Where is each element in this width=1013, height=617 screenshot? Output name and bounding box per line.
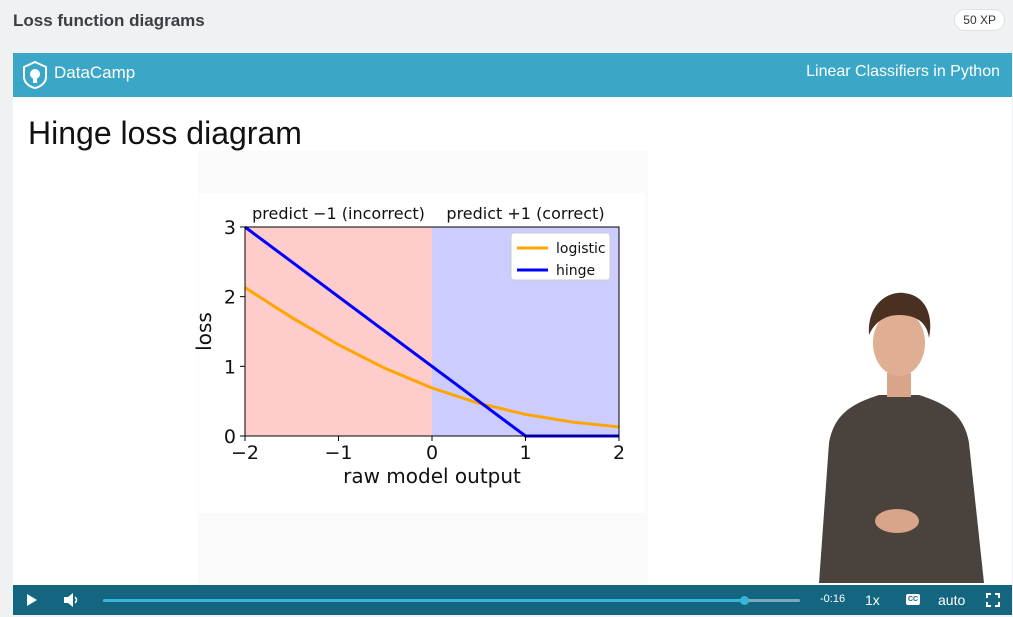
volume-icon[interactable] [63,592,81,608]
playback-speed-button[interactable]: 1x [865,592,880,608]
course-title: Linear Classifiers in Python [806,63,1000,80]
play-icon[interactable] [27,594,37,606]
region-incorrect [245,227,432,436]
progress-handle[interactable] [740,596,750,605]
y-axis-label: loss [193,312,216,351]
series-line-logistic [244,286,620,429]
progress-bar[interactable] [103,596,800,605]
legend-label-hinge: hinge [556,263,595,279]
progress-fill [103,599,745,602]
page-title: Loss function diagrams [13,11,205,30]
fullscreen-icon[interactable] [986,593,1000,607]
y-tick-label: 0 [224,426,236,448]
region-label-correct: predict +1 (correct) [446,204,604,223]
datacamp-logo-icon [23,61,47,89]
xp-badge: 50 XP [954,9,1005,31]
legend-box [510,232,611,281]
x-axis-label: raw model output [343,464,521,488]
top-bar: Loss function diagrams 50 XP [0,0,1013,44]
region-label-incorrect: predict −1 (incorrect) [252,204,425,223]
legend-label-logistic: logistic [556,241,606,257]
video-player[interactable]: DataCamp Linear Classifiers in Python Hi… [13,53,1012,615]
y-tick-label: 2 [224,287,236,309]
slide-title: Hinge loss diagram [28,115,302,151]
y-tick-label: 3 [224,217,236,239]
x-tick-label: 2 [613,442,625,464]
x-tick-label: −1 [324,442,352,464]
presenter-figure [819,292,984,583]
captions-icon[interactable]: CC [906,594,920,605]
x-tick-label: 1 [519,442,531,464]
hinge-loss-chart: predict −1 (incorrect) predict +1 (correc… [193,204,625,488]
quality-button[interactable]: auto [938,592,966,608]
x-tick-label: 0 [426,442,438,464]
brand-name: DataCamp [54,63,136,82]
brand-bar: DataCamp Linear Classifiers in Python [13,53,1012,97]
y-tick-label: 1 [224,356,236,378]
video-controls: -0:16 1x CC auto [13,585,1012,615]
time-remaining: -0:16 [820,593,846,605]
x-tick-label: −2 [231,442,259,464]
